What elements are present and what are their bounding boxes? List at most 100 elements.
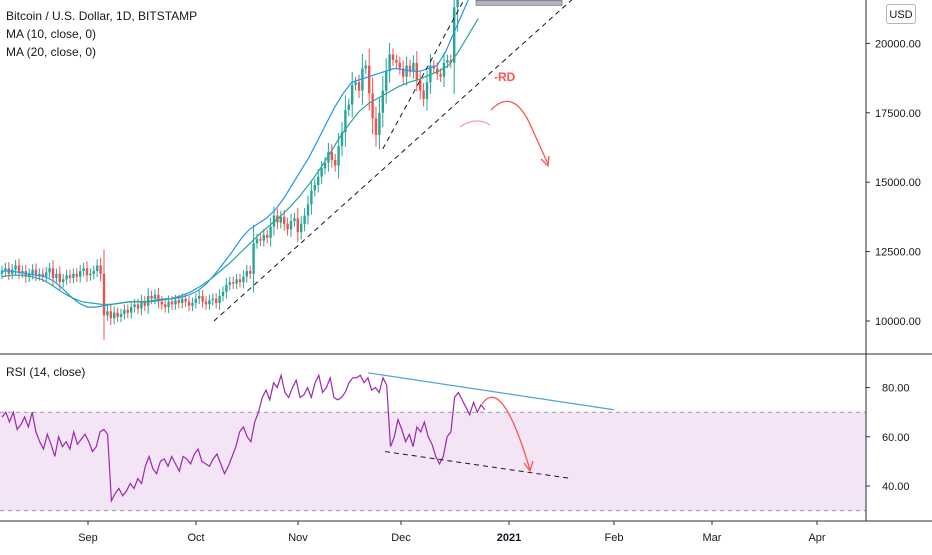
- ma10-legend[interactable]: MA (10, close, 0): [6, 27, 97, 41]
- price-candle: [211, 293, 214, 306]
- ma20-legend[interactable]: MA (20, close, 0): [6, 45, 97, 59]
- price-candle: [453, 0, 456, 94]
- candle-body: [177, 300, 180, 303]
- price-candle: [238, 273, 242, 288]
- price-candle: [228, 276, 231, 291]
- time-tick-label: Apr: [808, 532, 825, 544]
- price-candle: [79, 264, 82, 283]
- price-candle: [140, 294, 143, 316]
- candle-body: [41, 273, 44, 277]
- candle-body: [208, 300, 211, 305]
- candle-body: [300, 223, 303, 233]
- candle-body: [344, 110, 347, 133]
- rsi-tick-label: 40.00: [882, 481, 910, 493]
- candle-body: [126, 309, 129, 313]
- candle-body: [184, 298, 187, 302]
- candle-body: [269, 226, 272, 238]
- candle-body: [351, 85, 354, 105]
- price-candle: [119, 308, 123, 323]
- price-candle: [232, 276, 235, 289]
- price-candle: [279, 210, 282, 229]
- candle-body: [113, 312, 116, 319]
- symbol-legend[interactable]: Bitcoin / U.S. Dollar, 1D, BITSTAMP: [6, 9, 198, 23]
- candle-body: [446, 60, 449, 63]
- price-candle: [160, 296, 163, 310]
- candle-body: [425, 82, 429, 99]
- candle-body: [402, 68, 405, 77]
- price-tick-label: 15000.00: [875, 177, 921, 189]
- price-candle: [351, 71, 354, 118]
- candle-body: [204, 301, 208, 305]
- candle-body: [354, 82, 357, 86]
- currency-button[interactable]: USD: [886, 4, 916, 24]
- candle-body: [17, 265, 21, 273]
- price-candle: [218, 289, 221, 310]
- price-candle: [208, 294, 211, 310]
- candle-body: [439, 73, 442, 77]
- candle-body: [279, 216, 282, 223]
- price-candle: [337, 133, 340, 179]
- price-candle: [62, 273, 65, 288]
- candle-body: [21, 271, 24, 273]
- candle-body: [313, 184, 316, 191]
- candle-body: [347, 104, 350, 111]
- candle-body: [181, 298, 184, 303]
- candle-body: [262, 234, 265, 241]
- price-candle: [14, 260, 17, 276]
- price-candle: [249, 265, 252, 280]
- candle-body: [58, 273, 61, 283]
- candle-body: [374, 118, 378, 136]
- price-candle: [357, 74, 361, 99]
- rsi-line: [1, 372, 486, 504]
- price-candle: [439, 68, 442, 83]
- upper-channel-trendline: [382, 0, 465, 150]
- candle-body: [82, 268, 85, 272]
- candle-body: [14, 265, 17, 270]
- candle-body: [327, 151, 330, 163]
- candle-body: [429, 65, 432, 83]
- candle-body: [150, 296, 153, 299]
- price-candle: [72, 268, 75, 284]
- rsi-upper-trendline: [367, 372, 615, 411]
- candle-body: [310, 190, 313, 205]
- rsi-projection-arrowhead: [523, 460, 534, 473]
- price-candle: [153, 289, 157, 305]
- candle-body: [419, 79, 422, 91]
- candle-body: [456, 0, 459, 8]
- candle-body: [0, 271, 4, 274]
- price-candle: [96, 259, 99, 278]
- candle-body: [242, 276, 245, 283]
- price-candle: [252, 224, 255, 293]
- rsi-legend[interactable]: RSI (14, close): [6, 365, 86, 379]
- candle-body: [330, 151, 333, 160]
- price-candle: [109, 304, 112, 326]
- price-candle: [388, 42, 391, 83]
- candle-body: [323, 162, 327, 169]
- candle-body: [85, 268, 89, 276]
- candle-body: [68, 275, 72, 278]
- candle-body: [289, 221, 293, 230]
- candle-body: [398, 62, 401, 69]
- candle-body: [45, 272, 48, 277]
- price-candle: [340, 121, 344, 157]
- candle-body: [391, 54, 395, 61]
- rd-annotation-label: -RD: [494, 70, 516, 84]
- candle-body: [79, 271, 82, 277]
- time-tick-label: 2021: [497, 532, 521, 544]
- price-tick-label: 17500.00: [875, 108, 921, 120]
- price-candle: [405, 56, 408, 86]
- price-candle: [402, 60, 405, 85]
- price-candle: [354, 76, 357, 91]
- price-candle: [456, 0, 459, 32]
- candle-body: [252, 243, 255, 274]
- candle-body: [164, 304, 167, 308]
- price-candle: [303, 208, 306, 232]
- price-candle: [266, 229, 269, 244]
- candle-body: [123, 309, 126, 315]
- candle-body: [191, 302, 194, 306]
- candle-body: [4, 268, 7, 272]
- price-candle: [442, 52, 446, 87]
- candle-body: [412, 62, 415, 72]
